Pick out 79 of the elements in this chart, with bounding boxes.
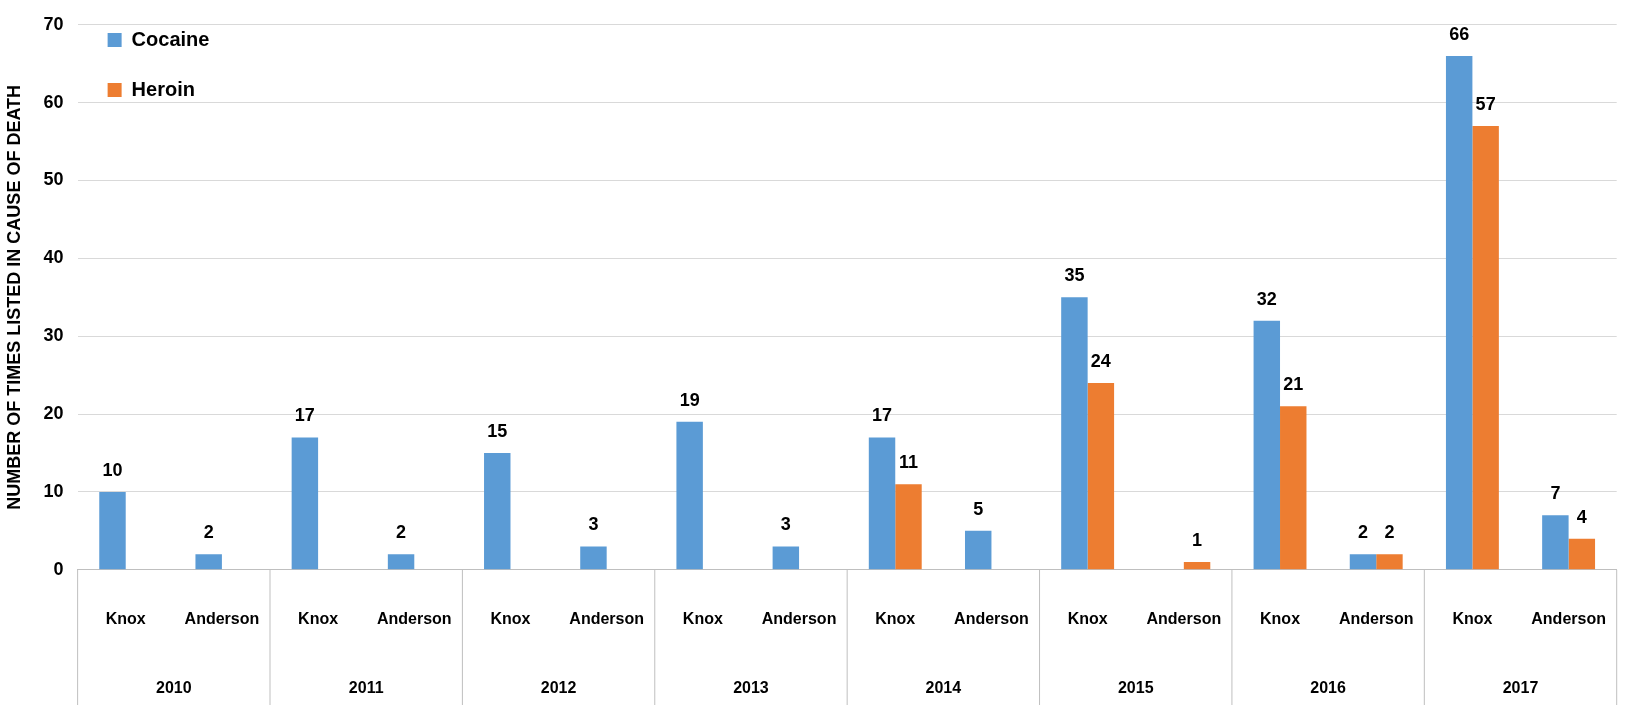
bar <box>1349 554 1377 570</box>
x-tick-label: Anderson <box>1338 609 1414 627</box>
x-tick-label: Knox <box>682 609 723 627</box>
text: 2016 <box>1310 679 1347 697</box>
bar <box>291 437 319 570</box>
y-tick-label: 40 <box>43 247 64 268</box>
data-label: 15 <box>487 420 508 441</box>
text: 2010 <box>156 679 192 697</box>
x-tick-label: Anderson <box>954 609 1029 627</box>
data-label: 19 <box>679 389 700 410</box>
bar <box>868 437 896 570</box>
data-label: 17 <box>872 405 893 426</box>
x-tick-label: Anderson <box>761 609 837 627</box>
x-tick-label: Knox <box>105 609 146 627</box>
y-axis-title: NUMBER OF TIMES LISTED IN CAUSE OF DEATH <box>3 84 24 510</box>
x-tick-label: Anderson <box>184 609 260 627</box>
bar <box>1061 297 1088 570</box>
x-tick-label: Anderson <box>569 609 645 627</box>
x-tick-label: Knox <box>490 609 531 627</box>
x-tick-label: Knox <box>1067 609 1108 627</box>
data-label: 1 <box>1192 529 1203 550</box>
bar <box>195 554 222 570</box>
text: 2011 <box>348 679 384 697</box>
data-label: 11 <box>898 452 918 473</box>
data-label: 10 <box>102 459 123 480</box>
x-tick-label: Knox <box>1452 609 1493 627</box>
y-tick-label: 0 <box>53 558 64 579</box>
bar <box>580 546 607 570</box>
data-label: 4 <box>1576 506 1587 527</box>
bar <box>484 453 511 570</box>
x-tick-label: Anderson <box>376 609 452 627</box>
data-label: 3 <box>780 514 791 535</box>
x-tick-label: Knox <box>298 609 339 627</box>
bar <box>1280 406 1307 570</box>
y-tick-label: 10 <box>43 480 64 501</box>
data-label: 66 <box>1449 23 1470 44</box>
data-label: 7 <box>1550 483 1561 504</box>
bar <box>1183 562 1211 570</box>
bar <box>1542 515 1569 570</box>
y-tick-label: 50 <box>43 169 64 190</box>
data-label: 35 <box>1064 265 1085 286</box>
data-label: 24 <box>1090 350 1111 371</box>
x-tick-label: Anderson <box>1531 609 1606 627</box>
bar <box>1445 55 1473 570</box>
x-tick-label: Anderson <box>1146 609 1222 627</box>
bar <box>99 491 126 570</box>
y-tick-label: 70 <box>43 13 64 34</box>
data-label: 2 <box>396 522 407 543</box>
legend-label: Cocaine <box>131 27 210 50</box>
bar <box>1472 126 1499 570</box>
bar <box>1253 320 1281 570</box>
data-label: 2 <box>1357 522 1368 543</box>
text: 2014 <box>925 679 962 697</box>
data-label: 5 <box>973 498 984 519</box>
bar <box>1087 382 1115 570</box>
data-label: 21 <box>1283 374 1304 395</box>
data-label: 32 <box>1256 288 1277 309</box>
text: 2015 <box>1117 679 1154 697</box>
y-tick-label: 60 <box>43 91 64 112</box>
bar <box>965 530 992 570</box>
bar <box>895 484 922 570</box>
data-label: 57 <box>1475 93 1496 114</box>
bar <box>387 554 415 570</box>
x-tick-label: Knox <box>1260 609 1301 627</box>
bar <box>1376 554 1403 570</box>
y-tick-label: 30 <box>43 325 64 346</box>
y-tick-label: 20 <box>43 403 64 424</box>
text: 2013 <box>733 679 769 697</box>
data-label: 2 <box>1384 522 1395 543</box>
text: 2017 <box>1502 679 1539 697</box>
data-label: 3 <box>588 514 599 535</box>
data-label: 2 <box>203 522 214 543</box>
bar <box>772 546 800 570</box>
x-tick-label: Knox <box>875 609 916 627</box>
data-label: 17 <box>294 405 315 426</box>
bar <box>1568 538 1596 570</box>
bar <box>676 421 703 570</box>
legend-label: Heroin <box>131 77 195 100</box>
text: 2012 <box>540 679 577 697</box>
